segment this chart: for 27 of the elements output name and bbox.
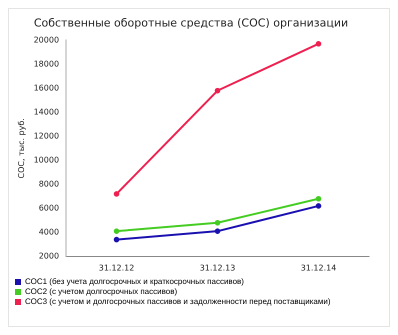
point (316, 203, 322, 209)
x-tick-label: 31.12.12 (98, 263, 134, 272)
legend-label: СОС3 (с учетом и долгосрочных пассивов и задолженности перед поставщиками) (25, 297, 331, 306)
point (114, 236, 120, 242)
y-tick-label: 12000 (34, 131, 60, 140)
y-tick-label: 6000 (38, 203, 60, 212)
point (316, 196, 322, 202)
legend-label: СОС2 (с учетом долгосрочных пассивов) (25, 287, 178, 296)
point (114, 228, 120, 234)
y-tick-label: 18000 (34, 59, 60, 68)
y-axis-title: СОС, тыс. руб. (16, 118, 26, 178)
y-tick-label: 8000 (38, 179, 60, 188)
chart-title: Собственные оборотные средства (СОС) организации (34, 16, 348, 30)
point (214, 220, 220, 226)
x-tick-label: 31.12.13 (200, 263, 236, 272)
point (316, 41, 322, 47)
point (214, 228, 220, 234)
y-tick-label: 10000 (34, 155, 60, 164)
y-tick-label: 2000 (38, 251, 60, 260)
y-tick-label: 4000 (38, 227, 60, 236)
y-tick-label: 20000 (34, 35, 60, 44)
point (114, 191, 120, 197)
legend-label: СОС1 (без учета долгосрочных и краткосрочных пассивов) (25, 277, 244, 286)
point (214, 88, 220, 94)
y-tick-label: 16000 (34, 83, 60, 92)
y-tick-label: 14000 (34, 107, 60, 116)
x-tick-label: 31.12.14 (300, 263, 336, 272)
